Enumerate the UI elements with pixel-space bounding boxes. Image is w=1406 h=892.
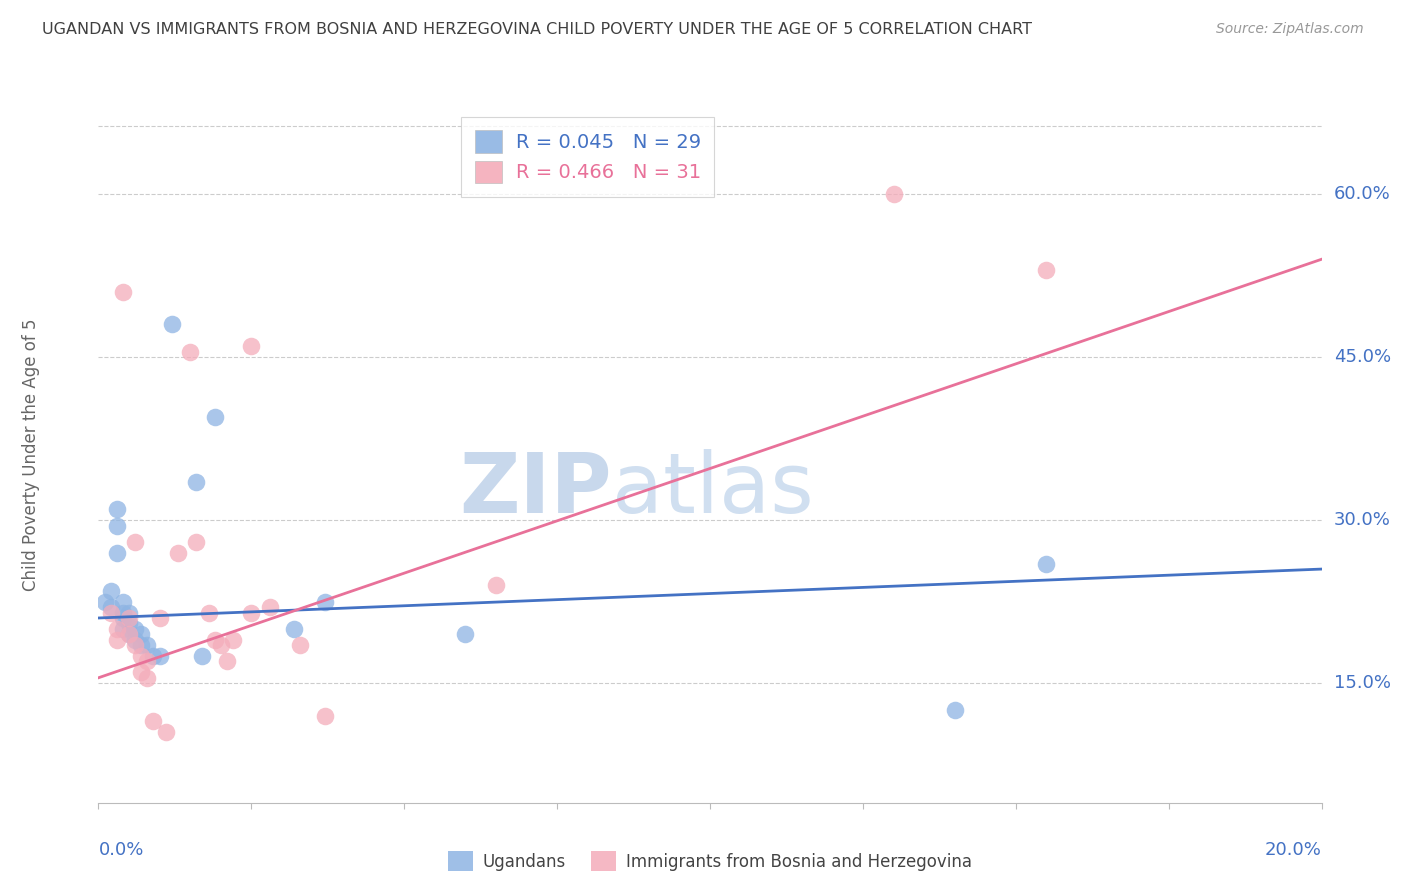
Point [118, 616, 141, 631]
Point [111, 611, 134, 625]
Point [149, 611, 172, 625]
Text: UGANDAN VS IMMIGRANTS FROM BOSNIA AND HERZEGOVINA CHILD POVERTY UNDER THE AGE OF: UGANDAN VS IMMIGRANTS FROM BOSNIA AND HE… [42, 22, 1032, 37]
Text: atlas: atlas [612, 450, 814, 530]
Point [129, 638, 152, 652]
Point [222, 632, 245, 647]
Point [186, 475, 208, 489]
Point [149, 648, 172, 663]
Point [454, 627, 477, 641]
Point [105, 502, 128, 516]
Point [259, 600, 281, 615]
Point [204, 632, 226, 647]
Text: 30.0%: 30.0% [1334, 511, 1391, 529]
Text: 60.0%: 60.0% [1334, 185, 1391, 203]
Text: Child Poverty Under the Age of 5: Child Poverty Under the Age of 5 [22, 318, 41, 591]
Legend: Ugandans, Immigrants from Bosnia and Herzegovina: Ugandans, Immigrants from Bosnia and Her… [441, 845, 979, 878]
Point [179, 344, 201, 359]
Point [124, 622, 146, 636]
Point [215, 655, 238, 669]
Point [1035, 263, 1057, 277]
Point [240, 339, 263, 353]
Point [314, 595, 336, 609]
Text: 20.0%: 20.0% [1265, 841, 1322, 859]
Point [186, 534, 208, 549]
Point [129, 648, 152, 663]
Text: 0.0%: 0.0% [98, 841, 143, 859]
Point [118, 611, 141, 625]
Point [160, 318, 183, 332]
Point [111, 285, 134, 299]
Point [124, 534, 146, 549]
Text: 45.0%: 45.0% [1334, 348, 1391, 366]
Text: ZIP: ZIP [460, 450, 612, 530]
Point [100, 583, 122, 598]
Point [129, 665, 152, 680]
Point [290, 638, 312, 652]
Text: 15.0%: 15.0% [1334, 674, 1391, 692]
Point [191, 648, 214, 663]
Point [136, 671, 159, 685]
Point [197, 606, 219, 620]
Point [1035, 557, 1057, 571]
Point [209, 638, 232, 652]
Point [485, 578, 508, 592]
Point [111, 622, 134, 636]
Point [105, 632, 128, 647]
Point [124, 638, 146, 652]
Point [314, 708, 336, 723]
Point [105, 546, 128, 560]
Point [155, 725, 177, 739]
Point [118, 606, 141, 620]
Point [129, 627, 152, 641]
Point [124, 632, 146, 647]
Point [118, 627, 141, 641]
Point [105, 622, 128, 636]
Point [100, 600, 122, 615]
Point [136, 655, 159, 669]
Point [118, 627, 141, 641]
Point [283, 622, 305, 636]
Point [100, 606, 122, 620]
Point [204, 409, 226, 424]
Point [93, 595, 115, 609]
Point [136, 638, 159, 652]
Point [105, 518, 128, 533]
Point [142, 714, 165, 729]
Point [167, 546, 190, 560]
Point [883, 187, 905, 202]
Point [111, 606, 134, 620]
Point [111, 595, 134, 609]
Point [943, 703, 966, 717]
Text: Source: ZipAtlas.com: Source: ZipAtlas.com [1216, 22, 1364, 37]
Point [142, 648, 165, 663]
Point [240, 606, 263, 620]
